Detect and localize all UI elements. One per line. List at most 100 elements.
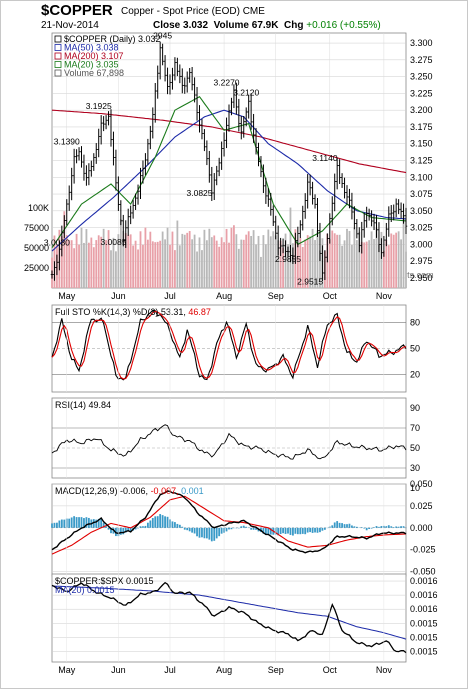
macd-histogram-bar xyxy=(110,527,112,534)
volume-bar xyxy=(156,241,159,288)
volume-bar xyxy=(73,248,76,288)
volume-bar xyxy=(90,237,93,288)
macd-histogram-bar xyxy=(363,527,366,529)
macd-histogram-bar xyxy=(284,527,287,534)
macd-histogram-bar xyxy=(68,518,71,528)
volume-bar xyxy=(201,250,203,288)
macd-histogram-bar xyxy=(333,522,336,528)
price-annotation: 3.2270 xyxy=(214,77,240,87)
volume-bar xyxy=(208,228,211,288)
volume-bar xyxy=(127,234,130,288)
macd-histogram-bar xyxy=(230,527,233,530)
macd-histogram-bar xyxy=(343,524,346,528)
month-label: Jul xyxy=(164,291,176,301)
volume-bar xyxy=(240,239,243,288)
volume-bar xyxy=(60,236,63,288)
macd-tick-label: 0.025 xyxy=(410,501,433,511)
volume-bar xyxy=(112,237,115,288)
price-tick-label: 3.025 xyxy=(410,223,433,233)
macd-histogram-bar xyxy=(83,518,85,528)
macd-signal-value: -0.007, xyxy=(151,486,182,496)
volume-bar xyxy=(257,235,260,288)
month-label: Aug xyxy=(216,291,232,301)
macd-line xyxy=(51,490,407,554)
volume-bar xyxy=(370,231,373,288)
volume-bar xyxy=(178,245,181,288)
volume-bar xyxy=(353,227,356,288)
macd-histogram-bar xyxy=(218,527,221,537)
macd-histogram-bar xyxy=(242,525,245,528)
stochastic-tick-label: 50 xyxy=(410,344,420,354)
volume-label: Volume xyxy=(213,20,249,31)
volume-bar xyxy=(65,235,68,288)
volume-bar xyxy=(343,240,346,288)
volume-bar xyxy=(230,227,233,288)
macd-histogram-bar xyxy=(319,527,321,533)
macd-histogram-bar xyxy=(92,519,95,528)
volume-bar xyxy=(346,228,348,288)
stochastic-d-line xyxy=(51,310,407,380)
volume-tick-label: 50000 xyxy=(24,243,49,253)
volume-bar xyxy=(405,251,407,288)
volume-bar xyxy=(360,241,363,288)
volume-bar xyxy=(328,239,331,288)
volume-bar xyxy=(188,231,191,288)
ratio-tick-label: 0.0016 xyxy=(410,590,438,600)
legend-swatch xyxy=(54,69,62,77)
volume-bar xyxy=(186,232,189,288)
volume-bar xyxy=(203,229,206,288)
volume-bar xyxy=(164,239,166,288)
volume-bar xyxy=(316,230,319,288)
volume-bar xyxy=(95,240,98,288)
volume-bar xyxy=(119,219,122,288)
volume-bar xyxy=(363,242,366,288)
macd-histogram-bar xyxy=(75,517,78,528)
volume-bar xyxy=(161,231,164,288)
macd-histogram-bar xyxy=(139,526,142,528)
macd-histogram-bar xyxy=(105,526,107,528)
volume-bar xyxy=(306,235,309,288)
macd-histogram-bar xyxy=(220,527,223,534)
macd-histogram-bar xyxy=(395,526,398,528)
macd-histogram-bar xyxy=(137,527,139,529)
volume-bar xyxy=(358,231,361,288)
price-annotation: 3.1140 xyxy=(312,153,338,163)
macd-histogram-bar xyxy=(282,527,284,534)
volume-bar xyxy=(107,230,110,288)
volume-bar xyxy=(287,244,289,288)
volume-bar xyxy=(255,244,257,288)
price-tick-label: 3.125 xyxy=(410,156,433,166)
macd-histogram-bar xyxy=(80,517,83,528)
macd-histogram-bar xyxy=(262,527,265,534)
macd-histogram-bar xyxy=(240,526,243,528)
volume-bar xyxy=(348,230,351,288)
volume-bar xyxy=(122,230,125,288)
month-label: May xyxy=(58,291,76,301)
volume-tick-label: 100K xyxy=(28,203,49,213)
rsi-tick-label: 70 xyxy=(410,423,420,433)
price-annotation: 3.1925 xyxy=(86,101,112,111)
macd-histogram-bar xyxy=(287,527,289,534)
legend-entry: MA(50) 3.038 xyxy=(64,43,119,53)
volume-tick-label: 25000 xyxy=(24,263,49,273)
price-annotation: 3.0030 xyxy=(44,238,70,248)
volume-bar xyxy=(102,228,105,288)
macd-histogram-bar xyxy=(70,517,73,528)
price-annotation: 3.0825 xyxy=(187,188,213,198)
macd-tick-label: 0.050 xyxy=(410,479,433,489)
volume-bar xyxy=(395,232,398,288)
rsi-tick-label: 90 xyxy=(410,403,420,413)
volume-bar xyxy=(355,240,358,288)
macd-histogram-bar xyxy=(228,527,230,530)
macd-histogram-bar xyxy=(95,519,98,528)
macd-histogram-bar xyxy=(188,527,191,532)
macd-histogram-bar xyxy=(392,527,395,528)
volume-bar xyxy=(110,250,112,288)
volume-bar xyxy=(220,237,223,288)
macd-histogram-bar xyxy=(346,524,348,528)
month-label-bottom: Jun xyxy=(111,665,126,675)
volume-tick-label: 75000 xyxy=(24,223,49,233)
macd-histogram-bar xyxy=(309,527,312,533)
price-tick-label: 3.200 xyxy=(410,105,433,115)
volume-bar xyxy=(237,248,240,288)
